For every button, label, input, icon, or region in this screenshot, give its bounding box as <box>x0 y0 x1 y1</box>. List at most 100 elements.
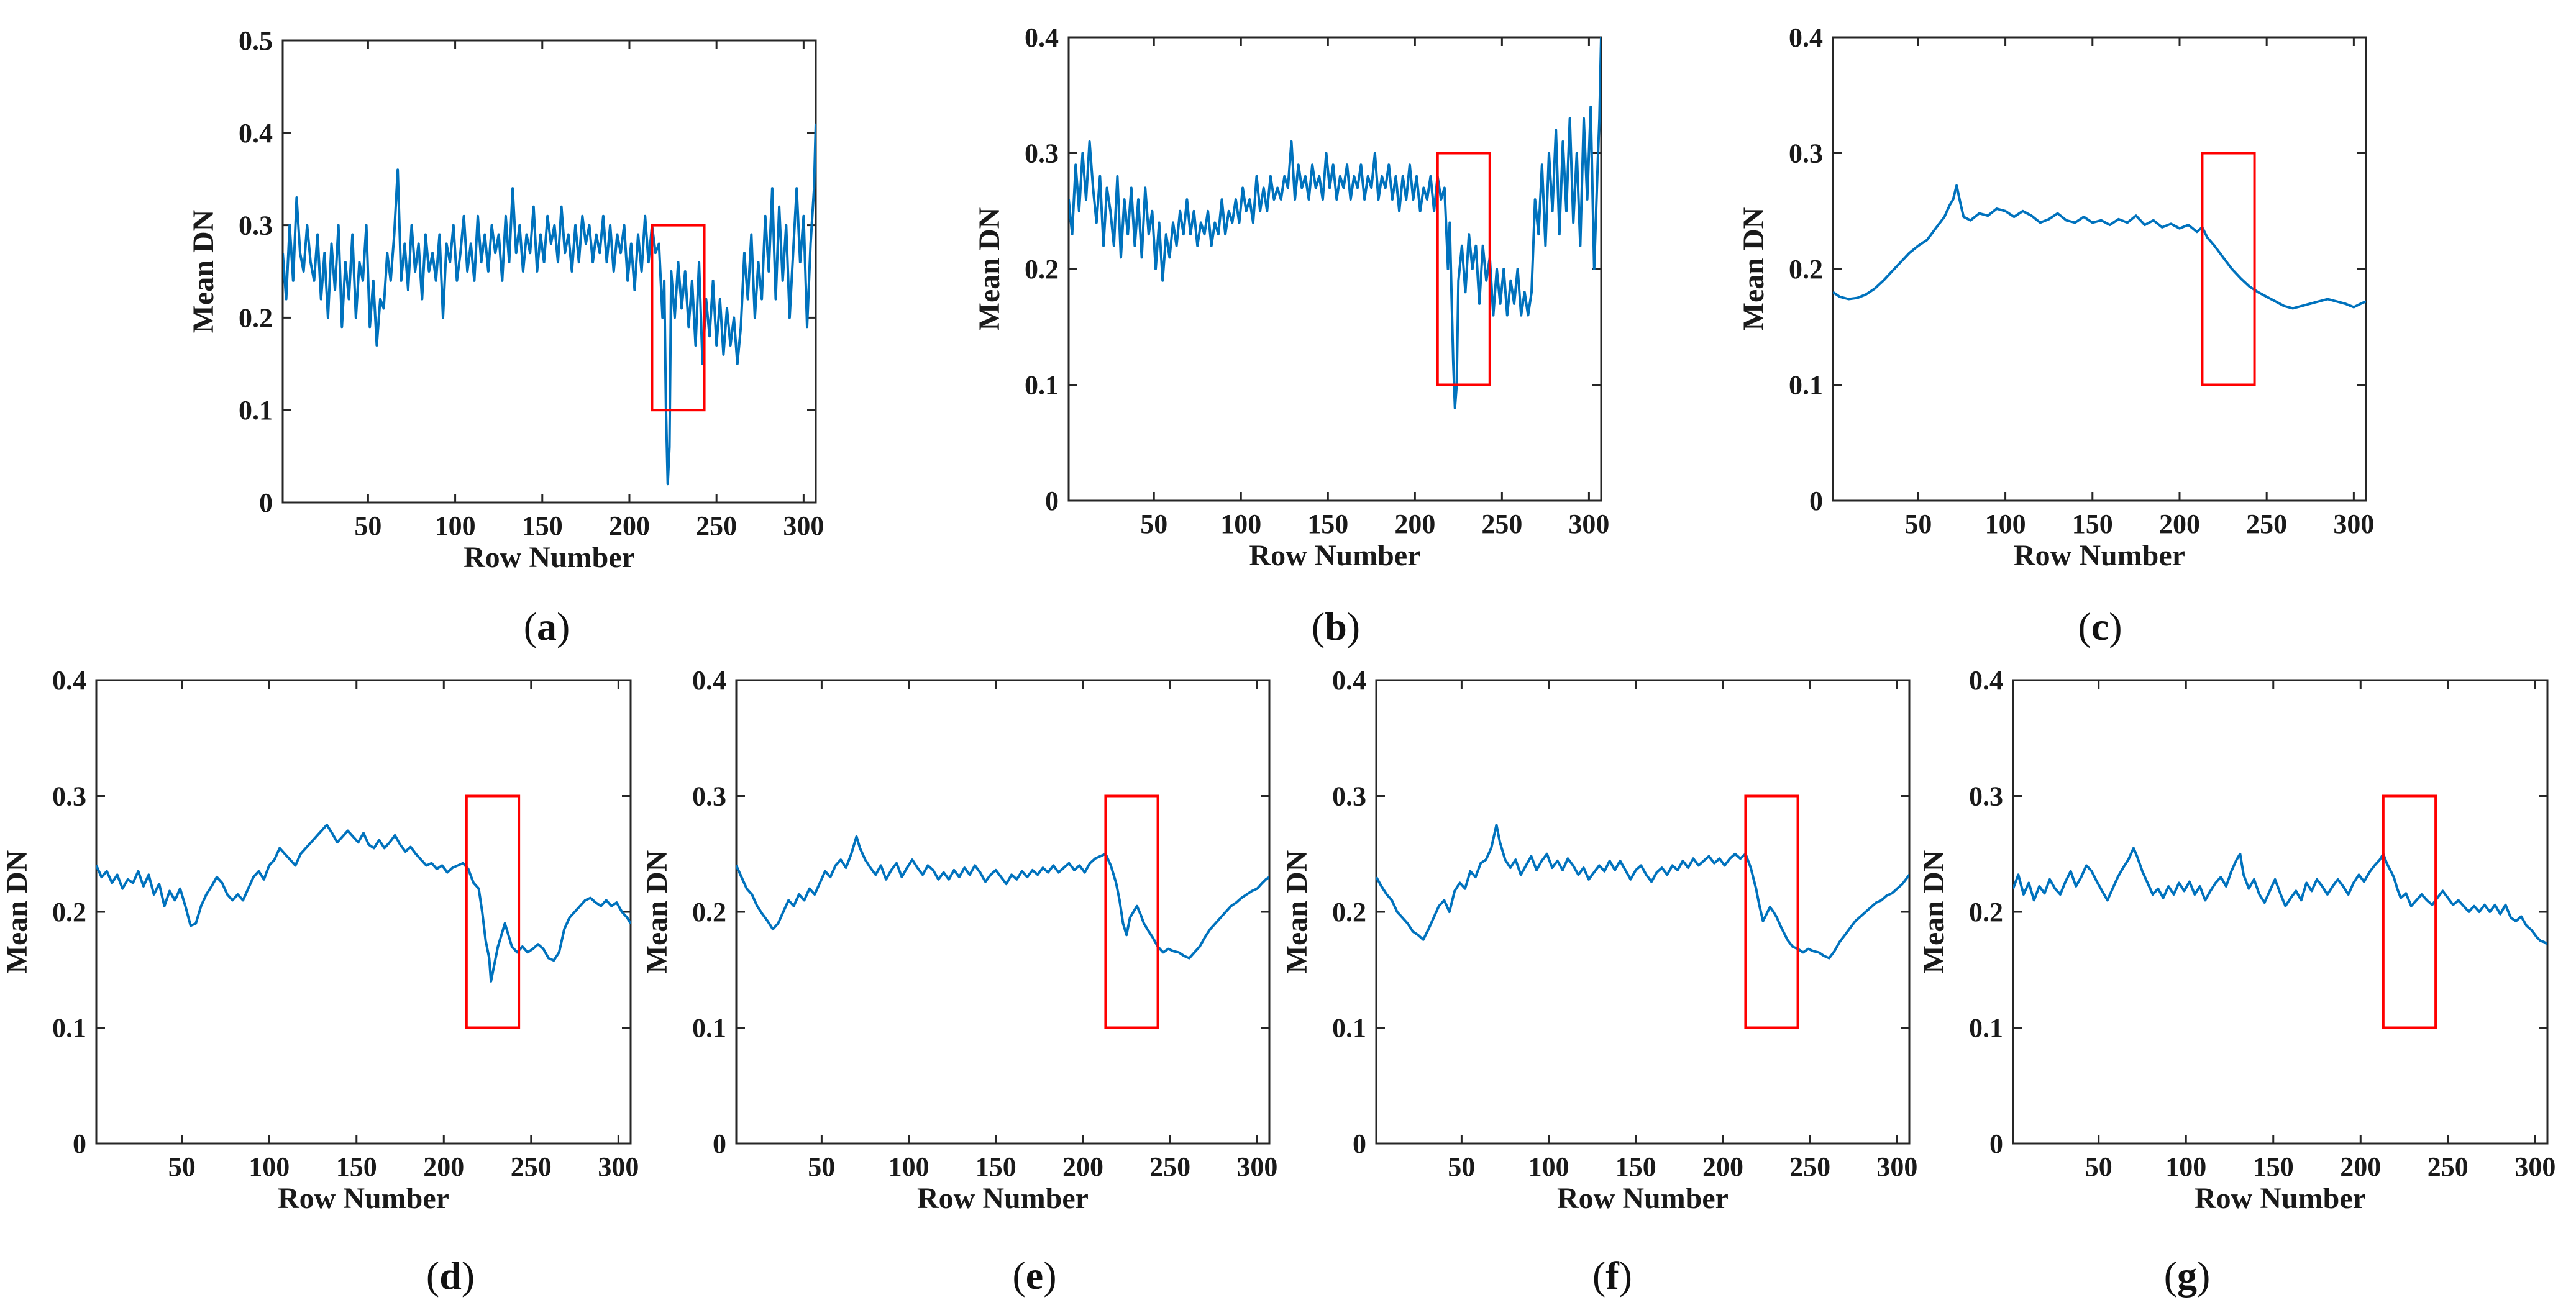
panel-label-open-paren: ( <box>426 1253 439 1298</box>
y-tick-label: 0 <box>1809 486 1823 516</box>
y-tick-label: 0.3 <box>1789 139 1823 169</box>
panel-label-letter: d <box>439 1253 462 1298</box>
y-axis-label: Mean DN <box>1281 850 1313 973</box>
x-tick-label: 100 <box>1985 509 2026 539</box>
panel-label-open-paren: ( <box>1592 1253 1605 1298</box>
y-tick-label: 0.3 <box>1332 781 1366 812</box>
highlight-box <box>1436 152 1491 386</box>
highlight-box <box>2201 152 2256 386</box>
y-tick-label: 0.3 <box>692 781 726 812</box>
panel-label-open-paren: ( <box>1312 604 1325 648</box>
y-tick-label: 0.4 <box>239 118 273 148</box>
panel-label-letter: b <box>1325 604 1347 648</box>
y-tick-label: 0.1 <box>1025 370 1059 401</box>
x-tick-label: 300 <box>598 1152 639 1182</box>
y-tick-label: 0.2 <box>1025 254 1059 284</box>
x-tick-label: 100 <box>435 511 476 541</box>
y-tick-label: 0.5 <box>239 25 273 56</box>
x-tick-label: 50 <box>1448 1152 1475 1182</box>
x-tick-label: 200 <box>2159 509 2200 539</box>
x-tick-label: 250 <box>1789 1152 1830 1182</box>
panel-label-close-paren: ) <box>1043 1253 1056 1298</box>
y-tick-label: 0.4 <box>692 665 726 696</box>
panel-label-letter: c <box>2091 604 2109 648</box>
x-tick-label: 100 <box>888 1152 929 1182</box>
x-tick-label: 150 <box>336 1152 377 1182</box>
panel-label-close-paren: ) <box>1347 604 1360 648</box>
y-tick-label: 0.2 <box>1969 897 2003 927</box>
x-tick-label: 300 <box>783 511 824 541</box>
plot-frame <box>281 39 817 504</box>
x-tick-label: 250 <box>2246 509 2287 539</box>
y-tick-label: 0 <box>1353 1129 1366 1159</box>
panel-label-close-paren: ) <box>462 1253 475 1298</box>
y-axis-label: Mean DN <box>1917 850 1950 973</box>
y-tick-label: 0.3 <box>239 211 273 241</box>
y-tick-label: 0.1 <box>1969 1013 2003 1044</box>
x-tick-label: 200 <box>1394 509 1435 539</box>
series-line <box>1376 824 1909 960</box>
y-tick-label: 0.1 <box>1789 370 1823 401</box>
series-line <box>96 824 631 983</box>
x-tick-label: 100 <box>249 1152 290 1182</box>
y-tick-label: 0.2 <box>1332 897 1366 927</box>
highlight-box <box>2382 794 2437 1029</box>
panel-label-open-paren: ( <box>524 604 537 648</box>
x-tick-label: 200 <box>2340 1152 2381 1182</box>
y-axis-label: Mean DN <box>1 850 34 973</box>
y-tick-label: 0.4 <box>1969 665 2003 696</box>
x-axis-label: Row Number <box>1557 1182 1729 1215</box>
highlight-box <box>1104 794 1159 1029</box>
x-axis-label: Row Number <box>278 1182 449 1215</box>
chart-panel-a: 50 100 150 200 250 300 0 0.1 0.2 0.3 0.4 0.5 Row Num… <box>187 25 824 648</box>
series-line <box>1833 184 2366 310</box>
highlight-box <box>1744 794 1799 1029</box>
x-axis-label: Row Number <box>1249 539 1421 572</box>
panel-label: (f) <box>1592 1253 1632 1298</box>
panel-label-close-paren: ) <box>2197 1253 2210 1298</box>
x-tick-label: 150 <box>975 1152 1016 1182</box>
x-tick-label: 150 <box>2253 1152 2294 1182</box>
series-line <box>2013 847 2547 945</box>
panel-label-open-paren: ( <box>1012 1253 1025 1298</box>
x-tick-label: 50 <box>2085 1152 2112 1182</box>
panel-label-letter: a <box>537 604 557 648</box>
y-tick-label: 0 <box>1989 1129 2003 1159</box>
x-tick-label: 150 <box>2072 509 2113 539</box>
x-tick-label: 300 <box>2514 1152 2555 1182</box>
panel-label: (c) <box>2078 604 2122 648</box>
chart-panel-c: 50 100 150 200 250 300 0 0.1 0.2 0.3 0.4 Row Number… <box>1737 22 2374 648</box>
y-tick-label: 0 <box>259 488 273 518</box>
panel-label-letter: g <box>2177 1253 2197 1298</box>
x-tick-label: 50 <box>168 1152 196 1182</box>
panel-label: (e) <box>1012 1253 1056 1298</box>
highlight-box <box>651 224 706 412</box>
x-tick-label: 50 <box>808 1152 835 1182</box>
x-tick-label: 150 <box>522 511 563 541</box>
x-tick-label: 100 <box>1528 1152 1569 1182</box>
y-tick-label: 0.2 <box>239 302 273 333</box>
x-tick-label: 300 <box>1568 509 1609 539</box>
panel-label-letter: f <box>1605 1253 1619 1298</box>
panel-label-open-paren: ( <box>2164 1253 2177 1298</box>
x-tick-label: 50 <box>1140 509 1167 539</box>
y-tick-label: 0.1 <box>239 395 273 425</box>
panel-label: (g) <box>2164 1253 2211 1298</box>
x-tick-label: 50 <box>354 511 381 541</box>
y-tick-label: 0.4 <box>52 665 86 696</box>
y-axis-label: Mean DN <box>1737 207 1770 330</box>
x-axis-label: Row Number <box>464 541 635 574</box>
chart-panel-b: 50 100 150 200 250 300 0 0.1 0.2 0.3 0.4 Row Number… <box>973 22 1609 648</box>
y-tick-label: 0.2 <box>692 897 726 927</box>
x-tick-label: 300 <box>1236 1152 1277 1182</box>
y-axis-label: Mean DN <box>187 209 220 333</box>
y-axis-label: Mean DN <box>641 850 674 973</box>
x-tick-label: 250 <box>696 511 737 541</box>
x-tick-label: 200 <box>609 511 650 541</box>
y-tick-label: 0.4 <box>1025 22 1059 53</box>
panel-label-close-paren: ) <box>2109 604 2122 648</box>
chart-panel-f: 50 100 150 200 250 300 0 0.1 0.2 0.3 0.4 Row Number… <box>1281 665 1917 1298</box>
y-tick-label: 0.3 <box>1969 781 2003 812</box>
